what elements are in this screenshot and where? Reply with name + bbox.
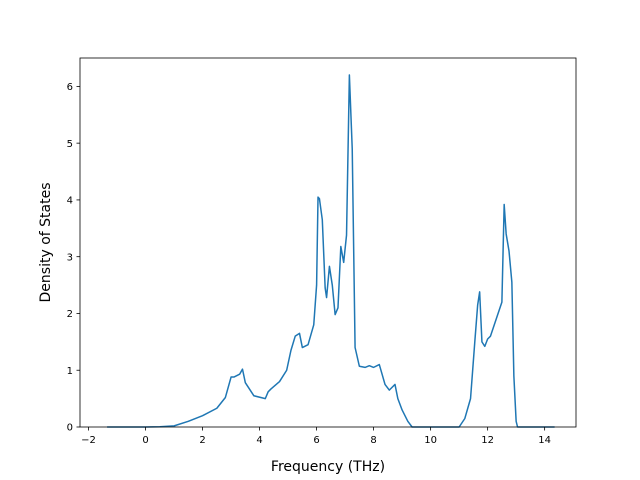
x-tick-label: 12: [481, 435, 494, 446]
x-tick-label: 2: [199, 435, 205, 446]
y-axis-ticks: 0 1 2 3 4 5 6: [67, 82, 80, 434]
x-tick-label: −2: [81, 435, 96, 446]
x-tick-label: 6: [313, 435, 319, 446]
y-tick-label: 3: [67, 252, 73, 263]
dos-series-line: [107, 74, 555, 428]
y-tick-label: 4: [67, 196, 73, 207]
x-tick-label: 14: [538, 435, 551, 446]
plot-area: [107, 74, 555, 428]
x-tick-label: 8: [370, 435, 376, 446]
y-tick-label: 1: [67, 366, 73, 377]
x-axis-ticks: −2 0 2 4 6 8 10 12 14: [81, 427, 551, 446]
axes-frame: [79, 57, 577, 428]
y-tick-label: 2: [67, 309, 73, 320]
y-tick-label: 5: [67, 139, 73, 150]
x-tick-label: 4: [256, 435, 262, 446]
y-tick-label: 0: [67, 423, 73, 434]
x-axis-label: Frequency (THz): [271, 459, 385, 475]
x-tick-label: 0: [142, 435, 148, 446]
y-tick-label: 6: [67, 82, 73, 93]
x-tick-label: 10: [424, 435, 437, 446]
y-axis-label: Density of States: [38, 183, 54, 303]
